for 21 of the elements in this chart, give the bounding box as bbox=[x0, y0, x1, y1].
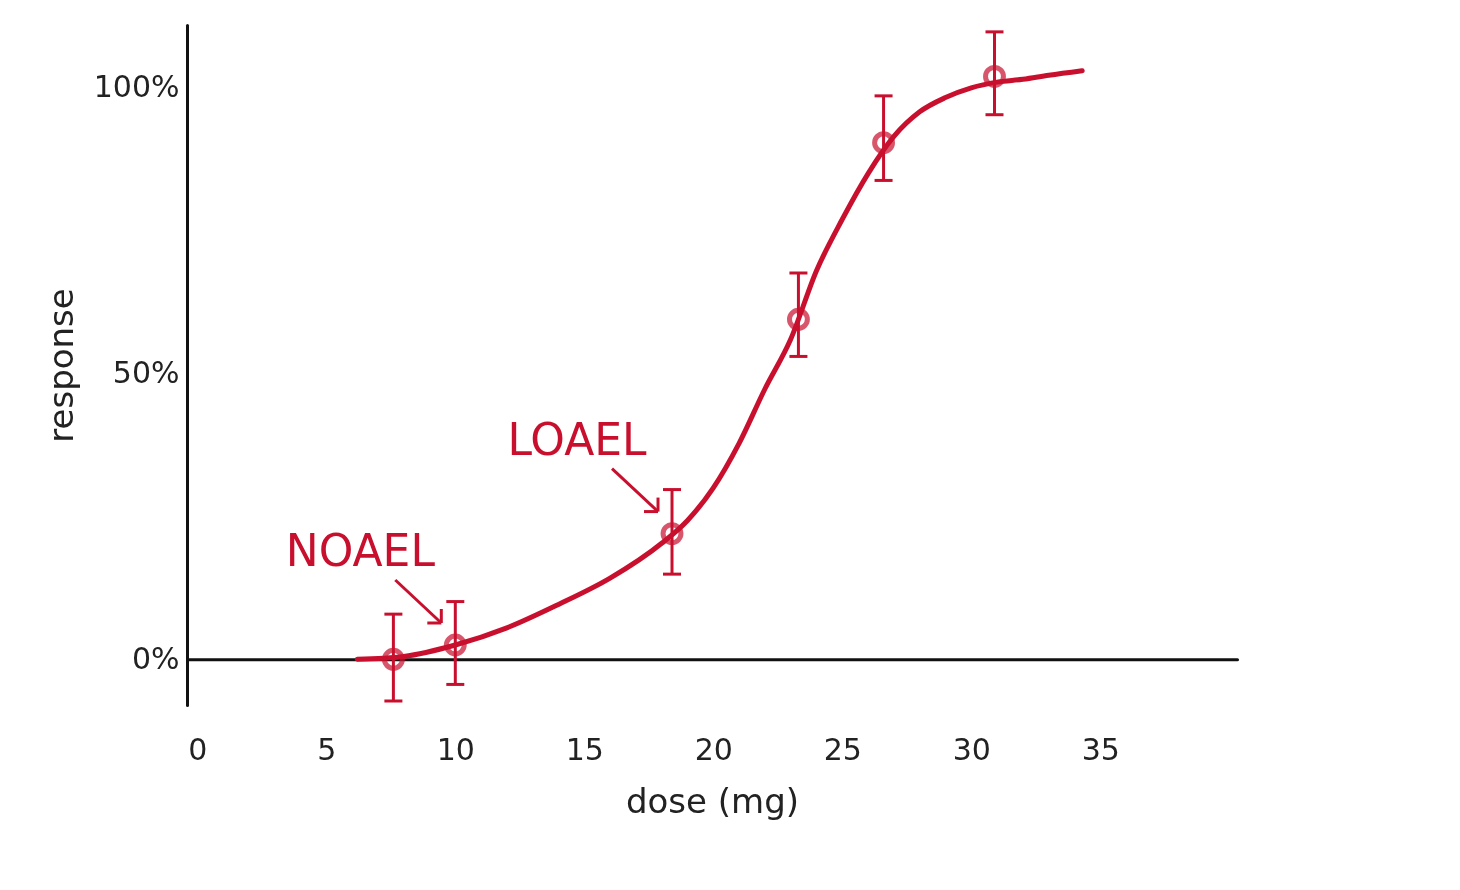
point bbox=[381, 647, 405, 671]
point bbox=[983, 65, 1006, 88]
x-tick-label: 25 bbox=[823, 731, 862, 767]
x-tick-label: 20 bbox=[694, 731, 733, 767]
point bbox=[786, 307, 810, 331]
annotation: NOAEL bbox=[285, 525, 436, 576]
x-axis-title: dose (mg) bbox=[625, 780, 800, 821]
x-tick-label: 0 bbox=[188, 731, 208, 767]
y-axis-title: response bbox=[40, 288, 81, 443]
point bbox=[443, 633, 467, 657]
x-tick-label: 35 bbox=[1081, 731, 1120, 767]
annotation: LOAEL bbox=[507, 413, 648, 465]
x-tick-label: 5 bbox=[317, 731, 337, 767]
x-tick-label: 30 bbox=[952, 731, 991, 767]
y-tick-label: 0% bbox=[131, 640, 180, 676]
y-tick-label: 100% bbox=[93, 69, 180, 105]
x-tick-label: 10 bbox=[436, 731, 475, 767]
y-tick-label: 50% bbox=[112, 355, 180, 391]
point bbox=[872, 131, 895, 155]
x-tick-label: 15 bbox=[565, 731, 604, 767]
point bbox=[660, 522, 684, 545]
